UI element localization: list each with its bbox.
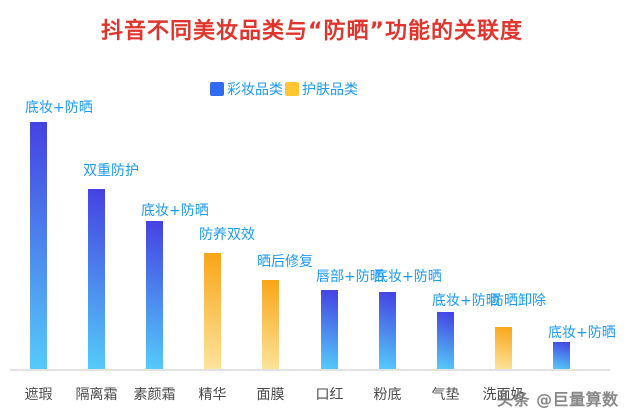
bar-精华 — [204, 253, 221, 369]
axis-label: 面膜 — [256, 387, 285, 403]
x-axis-line — [10, 369, 610, 371]
axis-label: 洗面奶 — [482, 387, 525, 403]
watermark: 头条 @巨量算数 — [497, 390, 619, 409]
legend-item-skincare[interactable]: 护肤品类 — [285, 79, 358, 99]
axis-label: 粉底 — [373, 387, 402, 403]
bar-面膜 — [262, 280, 279, 369]
axis-label: 精华 — [198, 387, 227, 403]
bar-annotation: 防养双效 — [199, 227, 255, 243]
bar-遮瑕 — [30, 122, 47, 369]
chart-title: 抖音不同美妆品类与“防晒”功能的关联度 — [101, 19, 523, 44]
axis-label: 隔离霜 — [75, 387, 118, 403]
axis-label: 气垫 — [431, 387, 460, 403]
axis-label: 遮瑕 — [24, 387, 53, 403]
bar-annotation: 底妆+防晒 — [374, 269, 442, 285]
bar-粉底 — [379, 292, 396, 369]
bar-隔离霜 — [88, 189, 105, 369]
bar-气垫 — [437, 312, 454, 369]
bar-annotation: 底妆+防晒 — [432, 293, 500, 309]
legend-swatch-skincare — [285, 82, 299, 96]
bar-annotation: 防晒卸除 — [490, 293, 546, 309]
legend: 彩妆品类 护肤品类 — [0, 79, 596, 99]
bar-annotation: 双重防护 — [83, 163, 139, 179]
bar-hidden-9 — [553, 342, 570, 369]
bar-annotation: 底妆+防晒 — [141, 203, 209, 219]
bar-annotation: 底妆+防晒 — [548, 325, 616, 341]
legend-label-skincare: 护肤品类 — [302, 82, 358, 98]
bar-素颜霜 — [146, 221, 163, 369]
bar-annotation: 晒后修复 — [257, 254, 313, 270]
bar-洗面奶 — [495, 327, 512, 369]
bar-口红 — [321, 290, 338, 369]
bar-annotation: 底妆+防晒 — [25, 100, 93, 116]
legend-swatch-makeup — [210, 82, 224, 96]
axis-label: 口红 — [315, 387, 344, 403]
axis-label: 素颜霜 — [133, 387, 176, 403]
legend-item-makeup[interactable]: 彩妆品类 — [210, 79, 283, 99]
bar-annotation: 唇部+防晒 — [316, 269, 384, 285]
legend-label-makeup: 彩妆品类 — [227, 82, 283, 98]
